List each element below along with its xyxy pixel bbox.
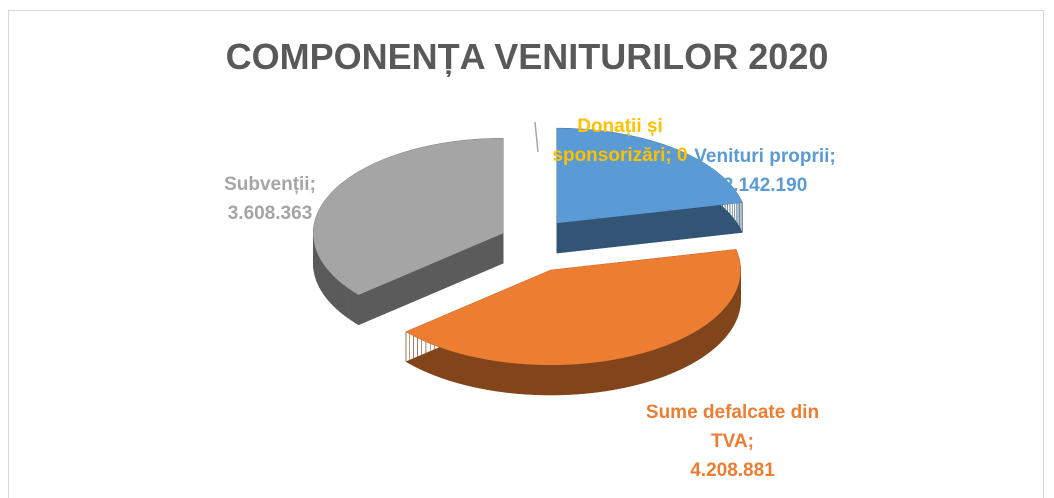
data-label-separator: ; <box>747 431 754 452</box>
chart-title: COMPONENȚA VENITURILOR 2020 <box>225 36 829 77</box>
pie-slice <box>534 121 539 153</box>
pie-slice <box>313 138 504 295</box>
data-label: Sume defalcate din TVA; 4.208.881 <box>645 398 820 485</box>
data-label-value: 0 <box>677 145 688 166</box>
data-label-category: Donații și sponsorizări <box>552 116 666 166</box>
data-label-separator: ; <box>665 145 672 166</box>
pie-slice <box>556 128 743 224</box>
chart-frame <box>8 10 1044 498</box>
data-label-category: Venituri proprii <box>694 146 830 167</box>
data-label-value: 4.208.881 <box>690 460 775 481</box>
data-label-category: Subvenții <box>224 174 310 195</box>
data-label-separator: ; <box>829 146 836 167</box>
data-label-value: 2.142.190 <box>722 175 808 196</box>
data-label: Donații și sponsorizări; 0 <box>545 112 695 170</box>
pie-slice <box>405 249 741 366</box>
data-label-separator: ; <box>309 174 316 195</box>
data-label-category: Sume defalcate din TVA <box>645 402 820 452</box>
data-label: Venituri proprii; 2.142.190 <box>680 142 850 200</box>
data-label-value: 3.608.363 <box>227 203 313 224</box>
data-label: Subvenții; 3.608.363 <box>195 170 345 228</box>
